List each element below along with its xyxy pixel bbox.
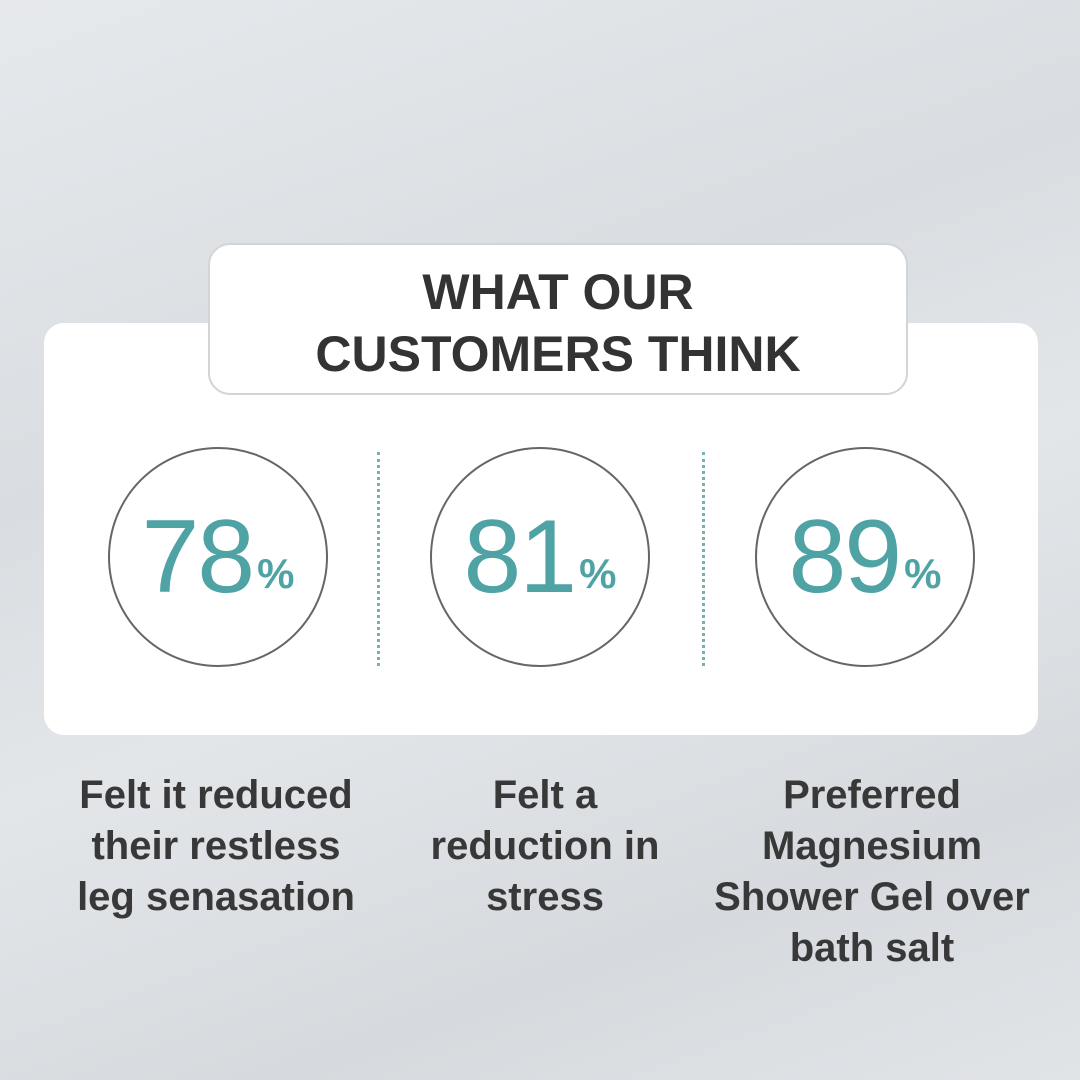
stat-value: 89 — [788, 499, 902, 615]
stat-label: Magnesium — [761, 824, 983, 868]
stat-label: leg senasation — [77, 875, 355, 919]
title-box: WHAT OUR CUSTOMERS THINK — [208, 243, 908, 395]
divider — [702, 452, 705, 666]
stat-unit: % — [257, 550, 295, 597]
stat-unit: % — [904, 550, 942, 597]
stat-unit: % — [579, 550, 617, 597]
title: WHAT OUR — [422, 264, 694, 320]
stat-label: Shower Gel over — [714, 875, 1030, 919]
stat-label: Felt it reduced — [79, 773, 353, 817]
stat-label: Felt a — [492, 773, 598, 817]
stat-value: 78 — [141, 499, 255, 615]
divider — [377, 452, 380, 666]
title: CUSTOMERS THINK — [315, 326, 801, 382]
stat-label: stress — [486, 875, 604, 919]
stat-label: their restless — [91, 824, 341, 868]
stat-label: reduction in — [430, 824, 660, 868]
stat-circle: 81% — [430, 447, 650, 667]
stat-circle: 78% — [108, 447, 328, 667]
stat-circle: 89% — [755, 447, 975, 667]
stat-value: 81 — [463, 499, 577, 615]
stat-label: bath salt — [789, 926, 955, 970]
stat-label: Preferred — [783, 773, 961, 817]
